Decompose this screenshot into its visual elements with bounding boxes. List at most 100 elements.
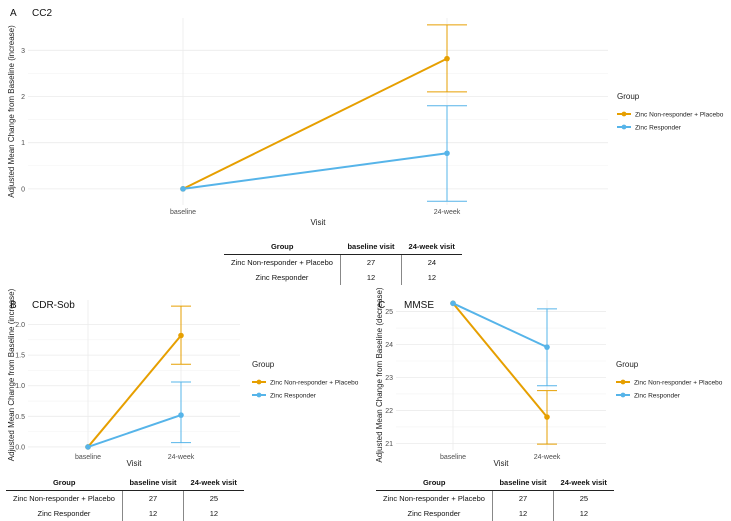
x-axis-title: Visit (494, 459, 510, 468)
table-c-row2-24week: 12 (553, 506, 614, 521)
table-c-row2-baseline: 12 (491, 506, 554, 521)
legend-title: Group (252, 360, 275, 369)
table-b-header-row: Group baseline visit 24-week visit (6, 475, 244, 491)
table-b-header-group: Group (6, 475, 123, 491)
y-tick-label: 23 (385, 375, 393, 382)
table-a-header-row: Group baseline visit 24-week visit (224, 239, 462, 255)
table-a: Group baseline visit 24-week visit Zinc … (224, 239, 462, 285)
table-b-header-24week: 24-week visit (183, 475, 244, 491)
table-a-row2-baseline: 12 (339, 270, 402, 285)
legend-label: Zinc Non-responder + Placebo (270, 379, 359, 386)
legend-title: Group (617, 92, 640, 101)
y-tick-label: 1 (21, 140, 25, 147)
data-point (178, 332, 184, 339)
x-tick-label: 24-week (434, 209, 461, 216)
table-row: Zinc Responder 12 12 (376, 506, 614, 521)
data-point (180, 186, 186, 192)
y-tick-label: 3 (21, 48, 25, 55)
table-a-row2-24week: 12 (401, 270, 462, 285)
table-b-row2-24week: 12 (183, 506, 244, 521)
legend-key-point (256, 379, 262, 385)
legend-label: Zinc Non-responder + Placebo (634, 379, 723, 386)
series-line-nonresponder (182, 57, 448, 190)
table-b-row1-24week: 25 (183, 490, 244, 506)
table-a-header-group: Group (224, 239, 341, 255)
data-point (450, 300, 456, 307)
data-point (178, 412, 184, 418)
legend-key-point (620, 392, 626, 398)
legend-label: Zinc Responder (635, 124, 682, 131)
legend-key-point (621, 111, 627, 117)
table-b-header-baseline: baseline visit (122, 475, 184, 491)
y-tick-label: 1.0 (15, 383, 25, 390)
table-c-row1-group: Zinc Non-responder + Placebo (383, 494, 485, 503)
table-c-row1-baseline: 27 (491, 490, 554, 506)
data-point (544, 414, 550, 420)
series-line-nonresponder (452, 302, 548, 418)
table-a-row2-group: Zinc Responder (255, 273, 309, 282)
y-tick-label: 25 (385, 309, 393, 316)
table-c-row1-24week: 25 (553, 490, 614, 506)
y-tick-label: 1.5 (15, 353, 25, 360)
x-tick-label: 24-week (168, 454, 195, 461)
y-axis-title: Adjusted Mean Change from Baseline (decr… (375, 287, 384, 463)
y-axis-title: Adjusted Mean Change from Baseline (incr… (7, 25, 16, 198)
y-tick-label: 0.0 (15, 444, 25, 451)
y-tick-label: 24 (385, 342, 393, 349)
legend-label: Zinc Responder (270, 392, 317, 399)
y-tick-label: 21 (385, 441, 393, 448)
table-row: Zinc Non-responder + Placebo 27 25 (6, 490, 244, 506)
y-tick-label: 0.5 (15, 414, 25, 421)
table-a-header-baseline: baseline visit (340, 239, 402, 255)
table-row: Zinc Responder 12 12 (6, 506, 244, 521)
legend-title: Group (616, 360, 639, 369)
y-axis-title: Adjusted Mean Change from Baseline (incr… (7, 288, 16, 461)
x-tick-label: baseline (170, 209, 196, 216)
table-a-row1-24week: 24 (401, 254, 462, 270)
table-c-header-baseline: baseline visit (492, 475, 554, 491)
data-point (444, 55, 450, 62)
series-line-responder (182, 152, 448, 190)
table-c-header-group: Group (376, 475, 493, 491)
panel-title: MMSE (404, 300, 434, 311)
x-tick-label: baseline (440, 454, 466, 461)
table-c-row2-group: Zinc Responder (407, 509, 461, 518)
series-line-nonresponder (87, 334, 182, 448)
panel-letter: C (378, 300, 385, 311)
table-a-header-24week: 24-week visit (401, 239, 462, 255)
table-row: Zinc Non-responder + Placebo 27 25 (376, 490, 614, 506)
panel-title: CDR-Sob (32, 300, 75, 311)
legend-key-point (621, 124, 627, 130)
legend-key-point (256, 392, 262, 398)
table-a-row1-baseline: 27 (339, 254, 402, 270)
panel-title: CC2 (32, 8, 52, 19)
series-line-responder (87, 414, 182, 448)
table-b-row2-baseline: 12 (121, 506, 184, 521)
panel-letter: A (10, 8, 17, 19)
table-c-header-24week: 24-week visit (553, 475, 614, 491)
table-a-row1-group: Zinc Non-responder + Placebo (231, 258, 333, 267)
legend-key-point (620, 379, 626, 385)
chart-panel-c: 21 22 23 24 25 baseline 24-week C MMSE Visit Adjus… (375, 287, 723, 468)
y-tick-label: 22 (385, 408, 393, 415)
chart-panel-a: 0 1 2 3 baseline 24-week A CC2 Visit Adjusted Mea… (7, 8, 724, 227)
x-axis-title: Visit (127, 459, 143, 468)
data-point (544, 344, 550, 350)
series-line-responder (452, 302, 548, 349)
y-tick-label: 2 (21, 94, 25, 101)
table-row: Zinc Responder 12 12 (224, 270, 462, 285)
table-c: Group baseline visit 24-week visit Zinc … (376, 475, 614, 521)
table-row: Zinc Non-responder + Placebo 27 24 (224, 254, 462, 270)
table-b-row2-group: Zinc Responder (37, 509, 91, 518)
data-point (85, 444, 91, 450)
table-c-header-row: Group baseline visit 24-week visit (376, 475, 614, 491)
chart-panel-b: 0.0 0.5 1.0 1.5 2.0 baseline 24-week B CDR-Sob Vi… (7, 288, 359, 468)
legend-label: Zinc Non-responder + Placebo (635, 111, 724, 118)
x-tick-label: baseline (75, 454, 101, 461)
data-point (444, 150, 450, 157)
table-b: Group baseline visit 24-week visit Zinc … (6, 475, 244, 521)
y-tick-label: 0 (21, 186, 25, 193)
legend-label: Zinc Responder (634, 392, 681, 399)
x-tick-label: 24-week (534, 454, 561, 461)
